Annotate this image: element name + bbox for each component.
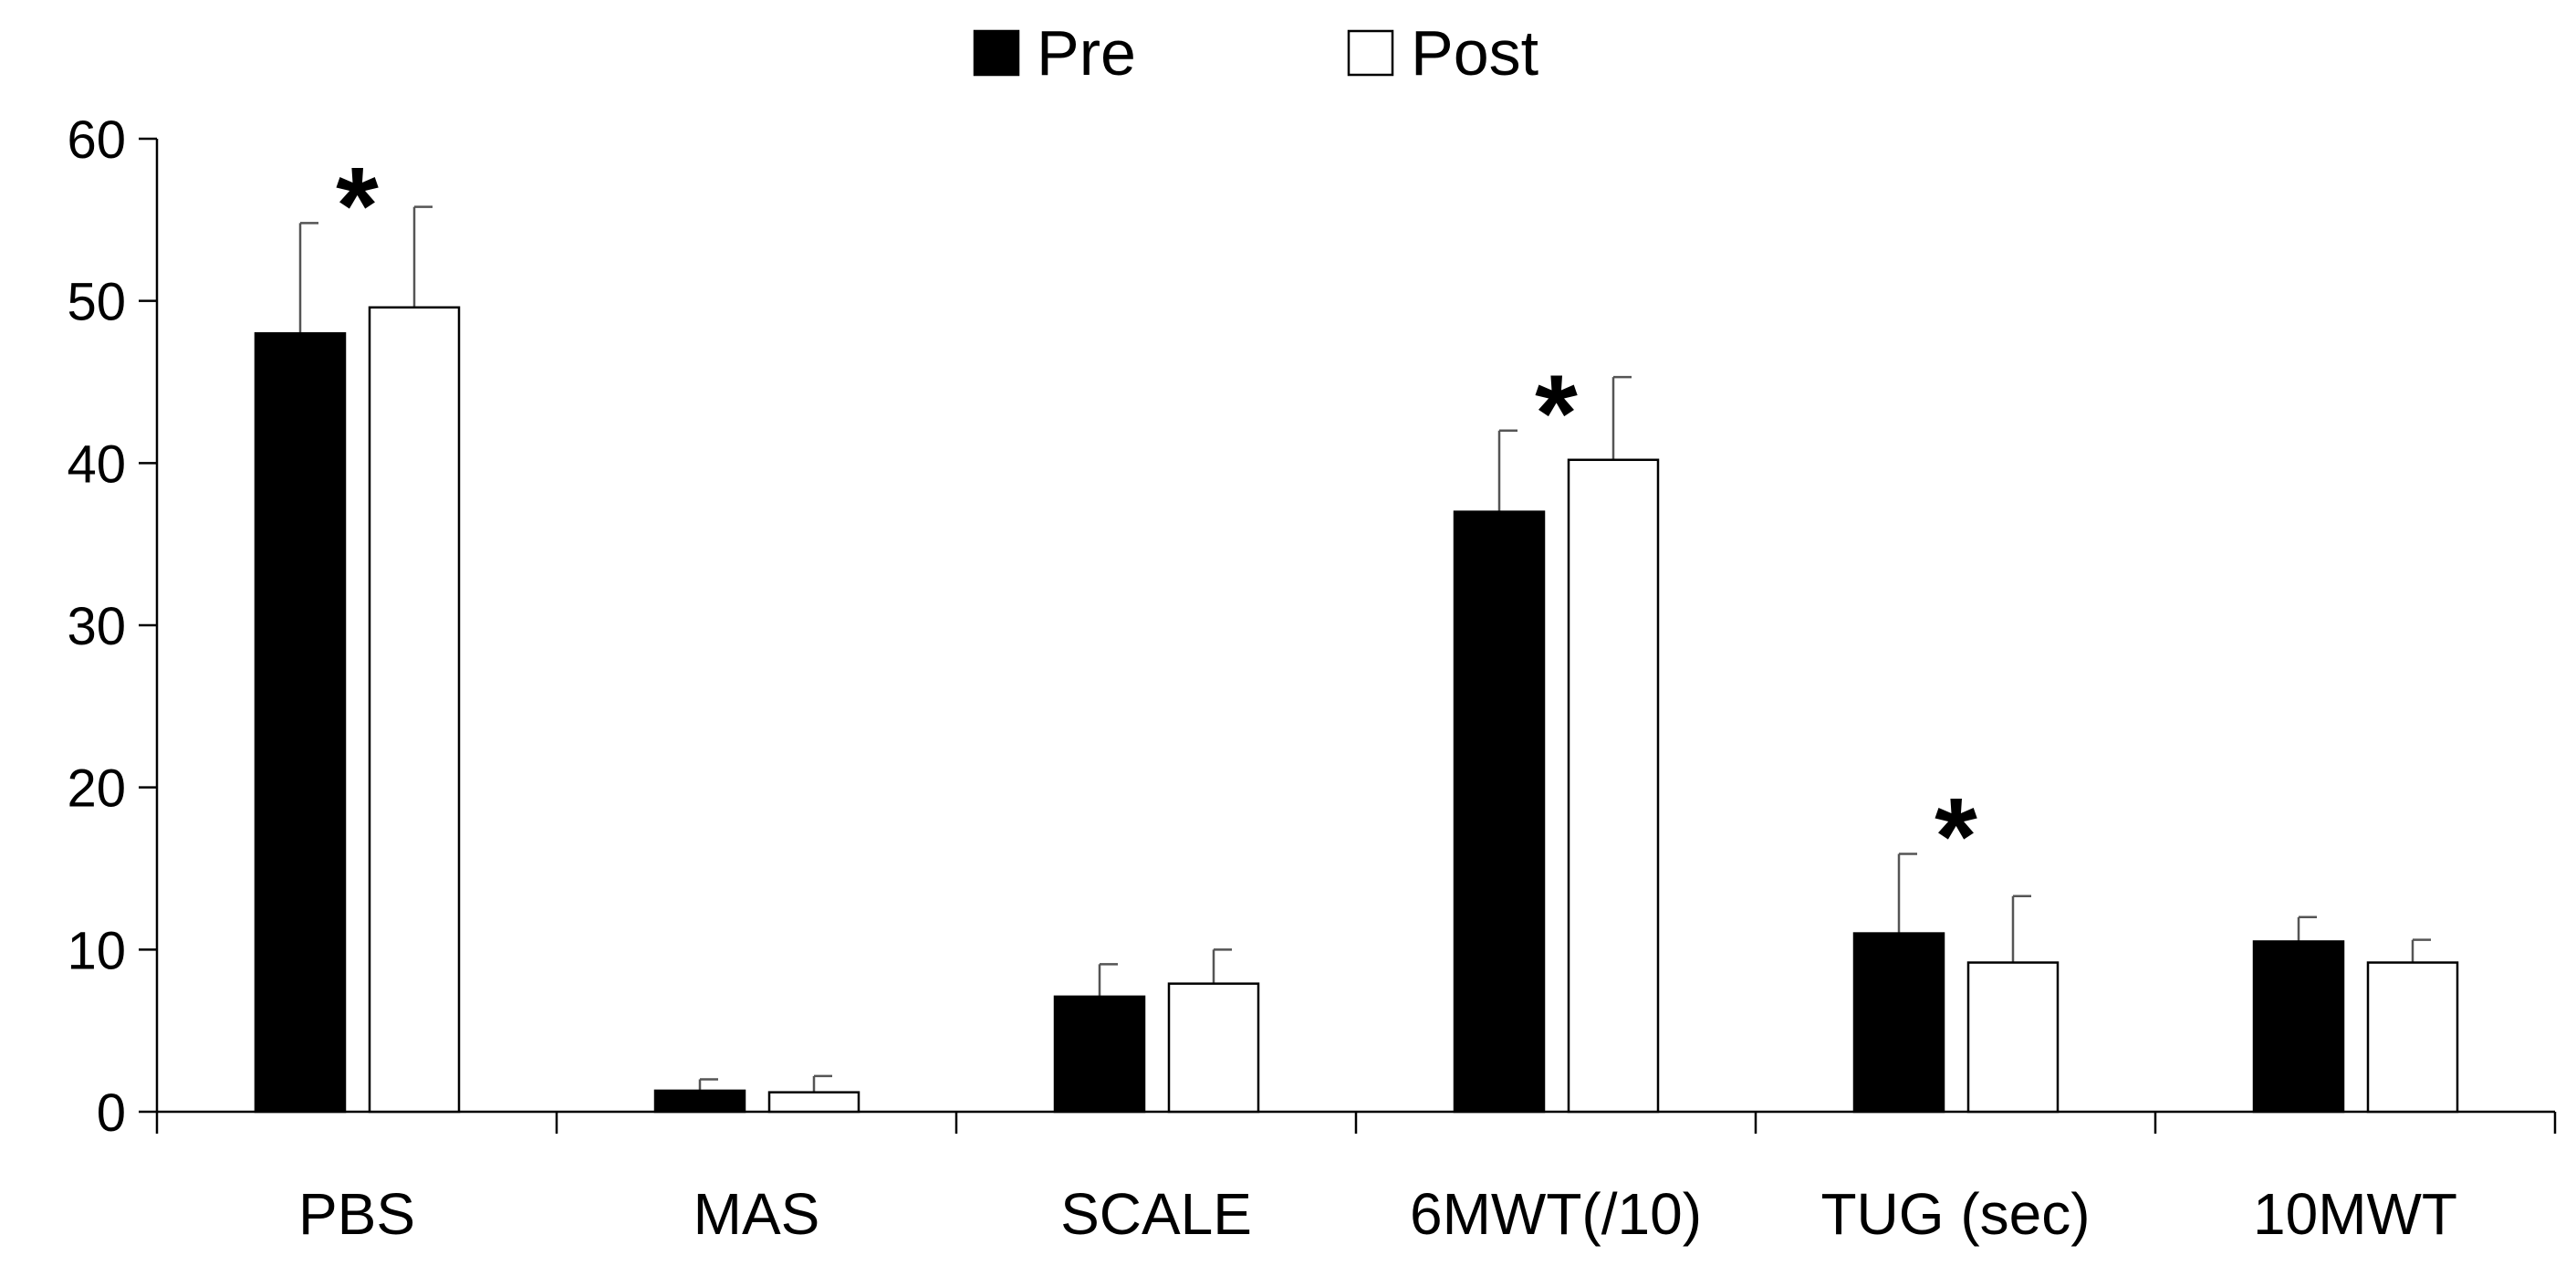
bar-pre (254, 331, 347, 1114)
x-category-label: TUG (sec) (1820, 1181, 2090, 1247)
bar-pre (1053, 995, 1146, 1114)
significance-marker: * (336, 144, 379, 267)
y-tick-label: 50 (67, 273, 126, 332)
bar-post (1567, 458, 1660, 1114)
legend-label-pre: Pre (1037, 17, 1136, 89)
significance-marker: * (1535, 352, 1578, 475)
bar-pre (2252, 940, 2345, 1114)
y-tick-label: 10 (67, 921, 126, 980)
bar-post (2366, 961, 2459, 1114)
y-tick-label: 60 (67, 110, 126, 170)
x-category-label: PBS (298, 1181, 415, 1247)
bar-post (1167, 982, 1260, 1114)
x-category-label: 6MWT(/10) (1410, 1181, 1702, 1247)
y-tick-label: 20 (67, 759, 126, 819)
bar-post (368, 306, 461, 1114)
bar-post (767, 1091, 860, 1114)
x-category-label: MAS (694, 1181, 820, 1247)
bar-pre (1453, 510, 1546, 1114)
y-tick-label: 30 (67, 597, 126, 656)
y-tick-label: 0 (97, 1083, 126, 1143)
x-category-label: 10MWT (2253, 1181, 2457, 1247)
legend-label-post: Post (1411, 17, 1538, 89)
bar-pre (1852, 932, 1945, 1114)
legend-swatch-post (1347, 29, 1394, 77)
bar-post (1966, 961, 2060, 1114)
legend-swatch-pre (973, 29, 1020, 77)
significance-marker: * (1935, 776, 1977, 898)
x-category-label: SCALE (1060, 1181, 1252, 1247)
y-tick-label: 40 (67, 434, 126, 494)
bar-pre (653, 1089, 746, 1114)
